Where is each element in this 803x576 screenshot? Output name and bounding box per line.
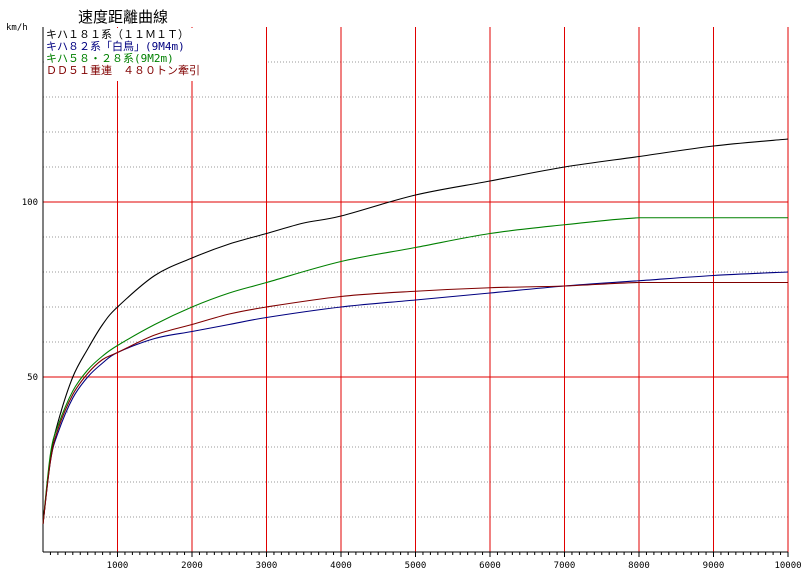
legend-entry-4: ＤＤ５１重連 ４８０トン牽引 <box>46 63 200 77</box>
x-tick-label: 10000 <box>774 561 801 571</box>
x-tick-label: 5000 <box>405 561 427 571</box>
x-tick-label: 1000 <box>107 561 129 571</box>
tick-labels: 1000 2000 3000 4000 5000 6000 7000 8000 9000 1000… <box>22 198 802 571</box>
x-tick-label: 7000 <box>554 561 576 571</box>
y-axis-unit: km/h <box>6 23 28 33</box>
series-line-4 <box>42 281 788 525</box>
x-tick-label: 3000 <box>256 561 278 571</box>
series-line-1 <box>42 138 789 525</box>
y-tick-label: 100 <box>22 198 38 208</box>
legend: キハ１８１系（１１Ｍ１Ｔ）キハ８２系「白鳥」(9M4m)キハ５８・２８系(9M2… <box>44 28 266 81</box>
x-tick-label: 4000 <box>330 561 352 571</box>
legend-background <box>44 28 266 81</box>
legend-entry-3: キハ５８・２８系(9M2m) <box>46 52 174 65</box>
x-tick-label: 6000 <box>479 561 501 571</box>
grid <box>43 27 789 552</box>
axes <box>42 27 789 557</box>
legend-entry-2: キハ８２系「白鳥」(9M4m) <box>46 39 185 53</box>
series-lines <box>42 138 789 525</box>
series-line-3 <box>42 217 789 525</box>
x-tick-label: 8000 <box>628 561 650 571</box>
x-tick-label: 9000 <box>703 561 725 571</box>
y-tick-label: 50 <box>27 373 38 383</box>
series-line-2 <box>42 271 789 525</box>
x-tick-label: 2000 <box>181 561 203 571</box>
legend-entry-1: キハ１８１系（１１Ｍ１Ｔ） <box>46 28 189 41</box>
chart-title: 速度距離曲線 <box>78 8 168 26</box>
